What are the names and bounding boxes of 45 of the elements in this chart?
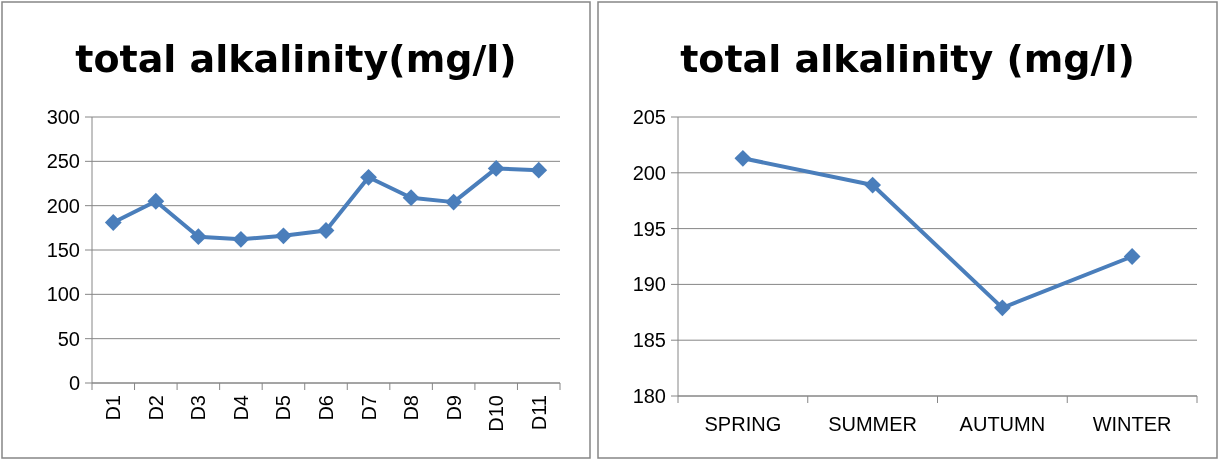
y-tick-label: 50 [57, 327, 80, 350]
point [445, 193, 463, 211]
x-tick-label: D6 [315, 395, 337, 421]
x-tick-label: D9 [442, 395, 465, 421]
point [360, 168, 377, 186]
point [275, 227, 292, 245]
x-tick-label: D3 [187, 395, 210, 421]
point [487, 160, 505, 177]
y-tick-label: 250 [46, 150, 80, 173]
y-tick-label: 100 [46, 283, 80, 306]
y-tick-label: 300 [46, 106, 80, 128]
x-tick-label: SUMMER [828, 413, 918, 435]
point [993, 299, 1011, 317]
x-tick-label: D7 [357, 395, 380, 421]
point [1123, 248, 1141, 265]
point [530, 161, 548, 179]
point [189, 228, 207, 246]
x-tick-label: WINTER [1092, 413, 1172, 435]
y-tick-label: 190 [632, 273, 666, 296]
x-tick-label: D1 [102, 395, 125, 421]
y-tick-label: 200 [632, 161, 666, 184]
y-tick-label: 0 [68, 372, 80, 394]
y-tick-label: 200 [46, 194, 80, 217]
point [402, 189, 420, 207]
point [104, 214, 122, 231]
point [864, 176, 882, 194]
point [147, 192, 165, 210]
x-tick-label: SPRING [704, 413, 782, 435]
y-tick-label: 205 [632, 106, 666, 128]
x-tick-label: D11 [527, 395, 550, 431]
x-tick-label: AUTUMN [959, 413, 1046, 435]
x-tick-label: D4 [229, 395, 252, 421]
point [317, 222, 335, 239]
chart-title: total alkalinity(mg/l) [75, 37, 517, 81]
y-tick-label: 150 [46, 239, 80, 261]
point [232, 230, 250, 248]
y-tick-label: 185 [632, 329, 666, 352]
x-tick-label: D10 [485, 395, 508, 432]
y-tick-label: 180 [632, 385, 666, 407]
point [734, 149, 752, 167]
x-tick-label: D5 [272, 395, 295, 421]
chart-title: total alkalinity (mg/l) [680, 37, 1135, 81]
x-tick-label: D2 [144, 395, 167, 421]
x-tick-label: D8 [400, 395, 423, 421]
y-tick-label: 195 [632, 217, 666, 240]
